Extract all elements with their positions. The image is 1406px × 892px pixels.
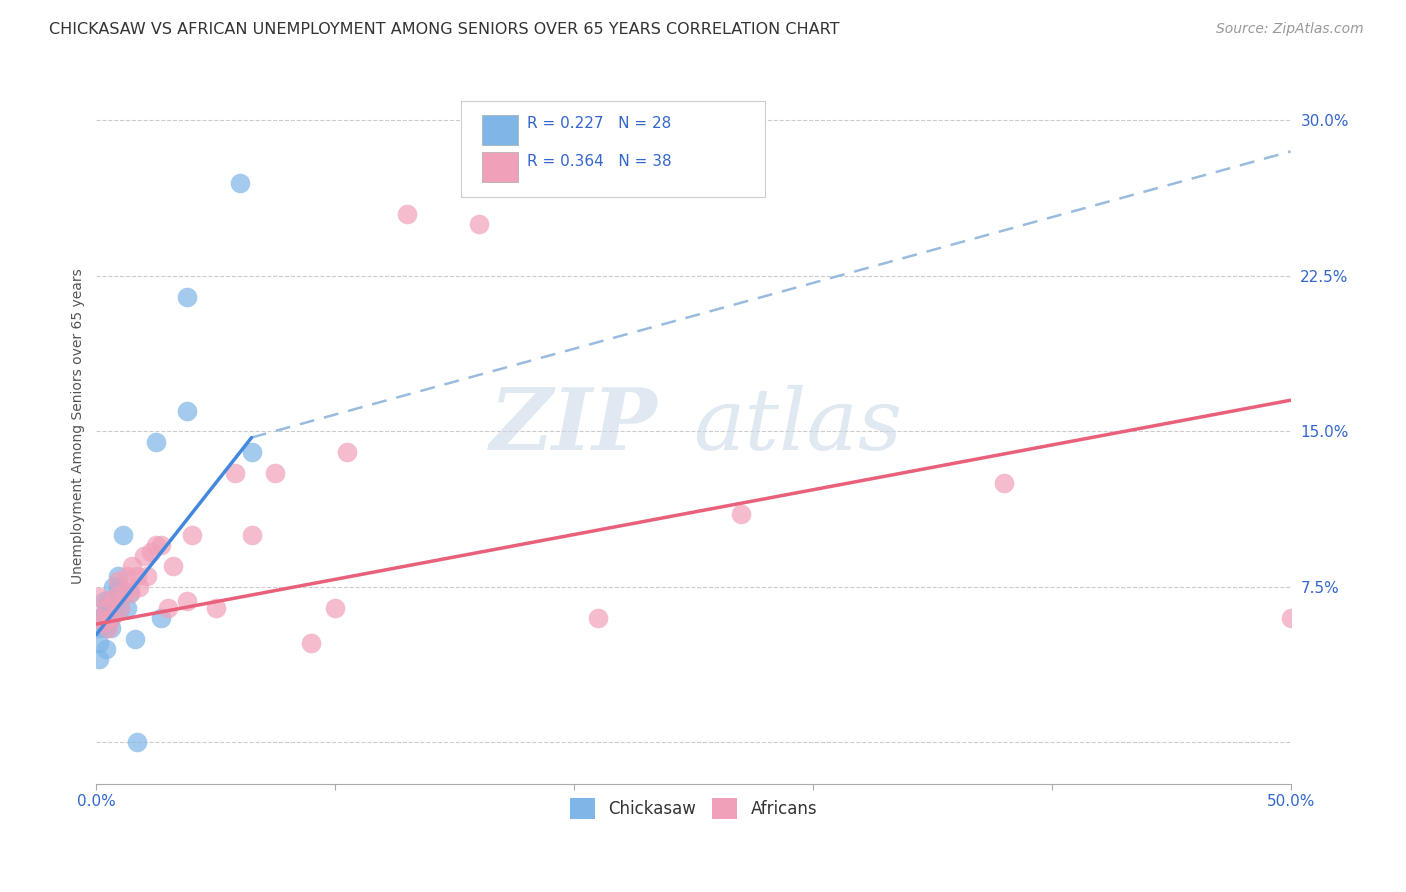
Point (118, 586, 141, 600)
Point (993, 476, 1015, 491)
Point (145, 538, 167, 552)
Point (87, 636, 110, 650)
Point (97, 594, 120, 608)
Point (90, 611, 112, 625)
Point (204, 600, 226, 615)
Text: R = 0.364   N = 38: R = 0.364 N = 38 (527, 153, 672, 169)
Point (128, 580, 150, 594)
Point (107, 580, 129, 594)
Point (323, 600, 346, 615)
Point (176, 289, 198, 303)
Point (101, 594, 124, 608)
Point (94, 642, 117, 657)
Point (100, 621, 122, 635)
Point (240, 528, 263, 542)
Y-axis label: Unemployment Among Seniors over 65 years: Unemployment Among Seniors over 65 years (72, 268, 86, 584)
Point (141, 544, 163, 558)
Point (299, 636, 322, 650)
Text: atlas: atlas (693, 384, 903, 467)
Text: Source: ZipAtlas.com: Source: ZipAtlas.com (1216, 22, 1364, 37)
Point (586, 611, 609, 625)
Point (110, 600, 132, 615)
Point (97, 621, 120, 635)
Point (107, 574, 129, 588)
Point (176, 403, 198, 417)
Point (149, 611, 172, 625)
Point (101, 580, 124, 594)
Point (107, 569, 129, 583)
Point (180, 528, 202, 542)
Point (100, 611, 122, 625)
FancyBboxPatch shape (482, 153, 517, 182)
Point (117, 600, 139, 615)
Point (87, 621, 110, 635)
Point (240, 445, 263, 459)
Point (110, 600, 132, 615)
Legend: Chickasaw, Africans: Chickasaw, Africans (562, 792, 824, 825)
Point (94, 600, 117, 615)
Point (93, 607, 115, 621)
Point (149, 538, 172, 552)
Point (94, 621, 117, 635)
Point (145, 434, 167, 449)
Point (87, 611, 110, 625)
Point (228, 176, 250, 190)
Point (104, 590, 127, 604)
Point (224, 466, 246, 480)
Point (118, 586, 141, 600)
Point (87, 652, 110, 666)
Point (111, 528, 134, 542)
Point (264, 466, 287, 480)
Point (176, 594, 198, 608)
Point (100, 611, 122, 625)
Point (87, 590, 110, 604)
Point (93, 594, 115, 608)
Point (124, 632, 146, 646)
Point (135, 569, 157, 583)
Point (93, 615, 115, 629)
Point (97, 607, 120, 621)
Text: CHICKASAW VS AFRICAN UNEMPLOYMENT AMONG SENIORS OVER 65 YEARS CORRELATION CHART: CHICKASAW VS AFRICAN UNEMPLOYMENT AMONG … (49, 22, 839, 37)
FancyBboxPatch shape (482, 115, 517, 145)
Point (125, 569, 148, 583)
Text: R = 0.227   N = 28: R = 0.227 N = 28 (527, 117, 672, 131)
Point (162, 559, 184, 574)
Point (125, 735, 148, 749)
Point (134, 549, 156, 563)
FancyBboxPatch shape (461, 101, 765, 197)
Point (1279, 611, 1302, 625)
Point (117, 569, 139, 583)
Point (114, 583, 136, 598)
Point (467, 217, 489, 231)
Point (121, 559, 143, 574)
Text: ZIP: ZIP (489, 384, 658, 468)
Point (395, 207, 418, 221)
Point (730, 507, 752, 521)
Point (336, 445, 359, 459)
Point (104, 600, 127, 615)
Point (156, 600, 179, 615)
